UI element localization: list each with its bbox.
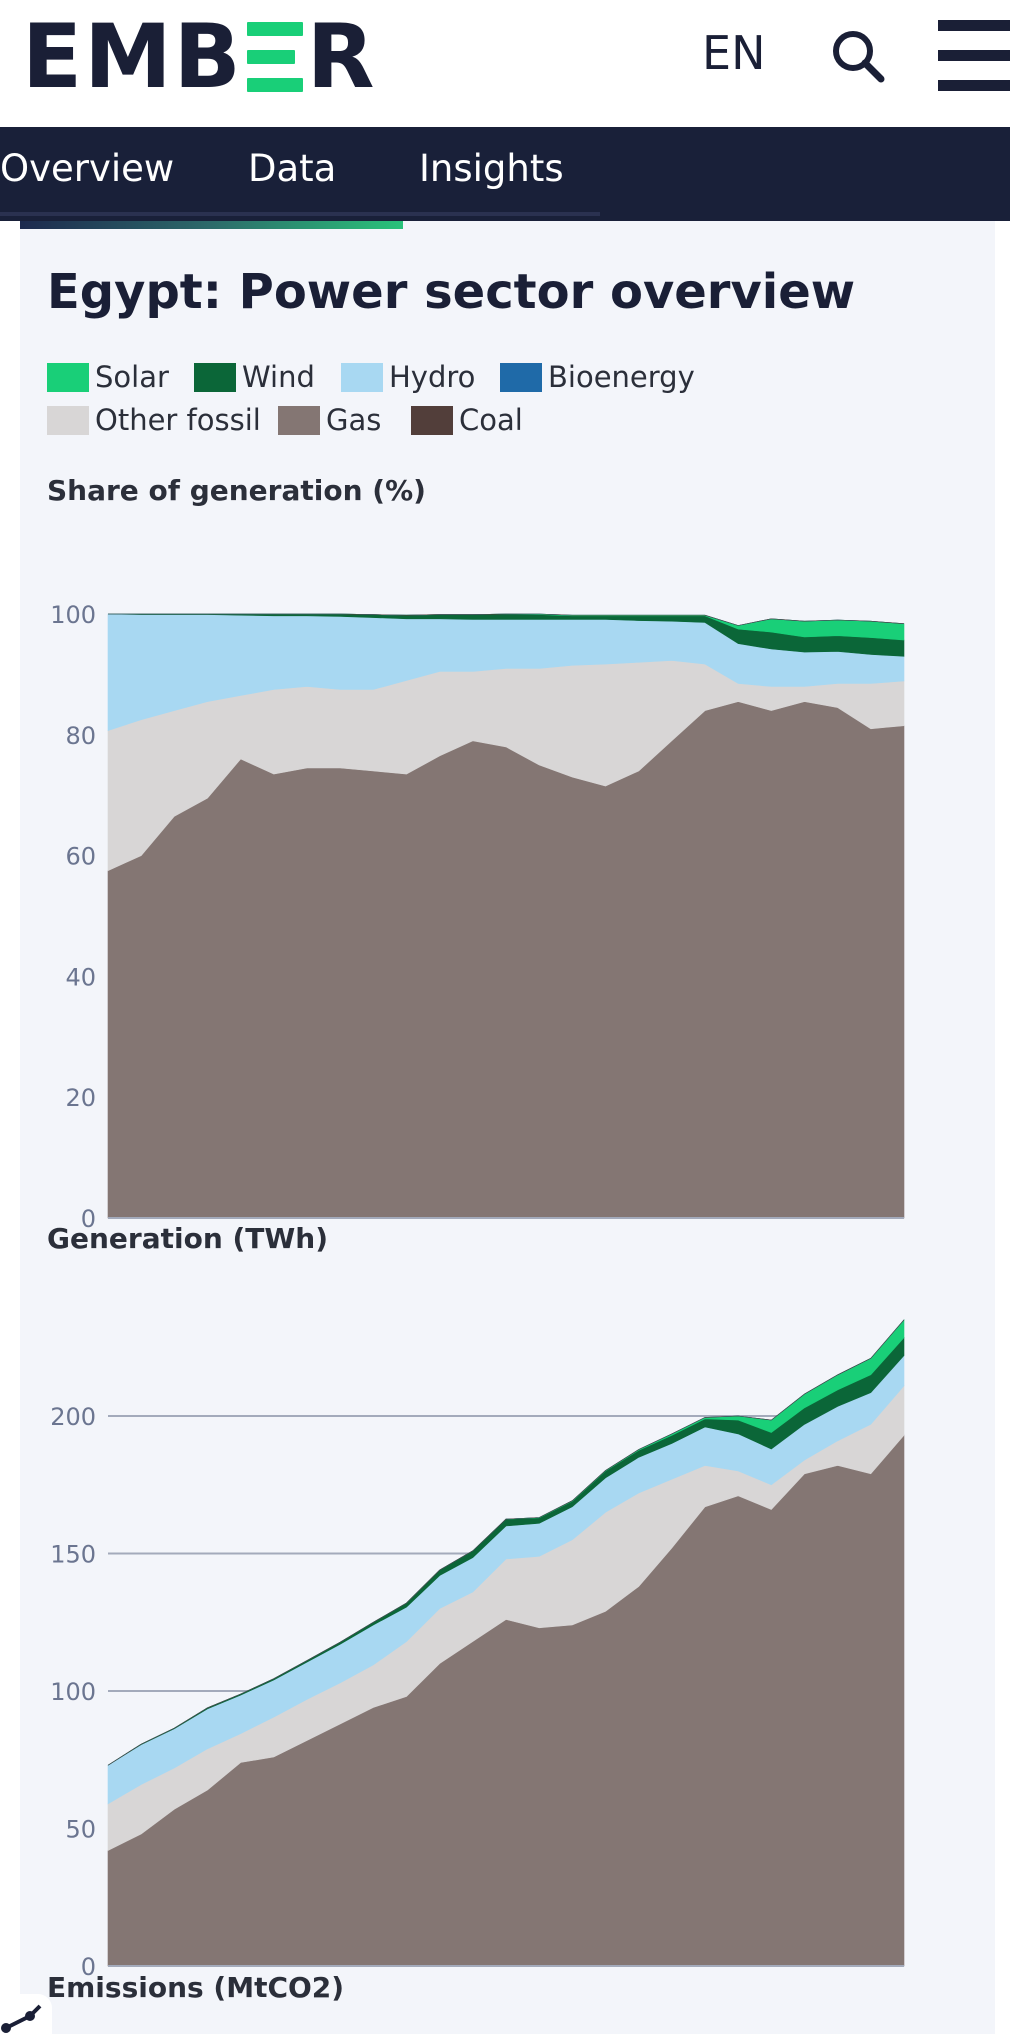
legend-label: Bioenergy <box>548 360 695 394</box>
legend-swatch <box>47 405 89 435</box>
legend-swatch <box>47 362 89 392</box>
logo-text-emb: EMB <box>22 5 243 108</box>
generation-chart: 0 50 100 150 200 <box>50 1318 905 1980</box>
y-tick-label: 50 <box>65 1816 96 1844</box>
y-tick-label: 20 <box>65 1084 96 1112</box>
legend-label: Solar <box>95 360 169 394</box>
legend-item-gas[interactable]: Gas <box>278 403 381 437</box>
section-nav: Overview Data Insights <box>0 127 1010 221</box>
area-series-gas[interactable] <box>107 701 905 1219</box>
legend-label: Wind <box>242 360 315 394</box>
legend-swatch <box>411 405 453 435</box>
share-chart-label: Share of generation (%) <box>47 474 426 507</box>
scroll-progress-bar <box>20 221 403 229</box>
tab-insights[interactable]: Insights <box>419 147 564 190</box>
legend-swatch <box>278 405 320 435</box>
logo-e-bars <box>246 20 303 94</box>
tab-data[interactable]: Data <box>248 147 337 190</box>
search-icon[interactable] <box>830 28 886 84</box>
legend-item-coal[interactable]: Coal <box>411 403 523 437</box>
legend-swatch <box>500 362 542 392</box>
share-widget[interactable] <box>0 1994 52 2034</box>
emissions-chart-label: Emissions (MtCO2) <box>47 1971 345 2004</box>
legend-item-wind[interactable]: Wind <box>194 360 315 394</box>
site-header: EMB R EN <box>0 0 1010 127</box>
share-of-generation-chart: 0 20 40 60 80 100 <box>50 601 905 1230</box>
y-tick-label: 200 <box>50 1403 96 1431</box>
legend-item-other-fossil[interactable]: Other fossil <box>47 403 261 437</box>
language-selector[interactable]: EN <box>702 26 766 80</box>
logo-text-r: R <box>306 5 377 108</box>
generation-chart-label: Generation (TWh) <box>47 1222 329 1255</box>
y-tick-label: 80 <box>65 722 96 750</box>
y-tick-label: 0 <box>81 1205 96 1230</box>
menu-icon[interactable] <box>938 20 1010 92</box>
y-tick-label: 40 <box>65 963 96 991</box>
y-tick-label: 100 <box>50 1678 96 1706</box>
legend-label: Gas <box>326 403 382 437</box>
y-tick-label: 150 <box>50 1541 96 1569</box>
ember-logo[interactable]: EMB R <box>22 5 377 108</box>
legend-item-bioenergy[interactable]: Bioenergy <box>500 360 695 394</box>
legend-label: Other fossil <box>95 403 261 437</box>
legend-item-solar[interactable]: Solar <box>47 360 169 394</box>
nav-divider <box>0 212 600 216</box>
legend-swatch <box>194 362 236 392</box>
legend-swatch <box>341 362 383 392</box>
tab-overview[interactable]: Overview <box>0 147 175 190</box>
y-tick-label: 0 <box>81 1953 96 1980</box>
page-title: Egypt: Power sector overview <box>47 264 856 320</box>
legend-label: Coal <box>459 403 523 437</box>
area-series-coal[interactable] <box>107 1319 905 1766</box>
legend-label: Hydro <box>389 360 476 394</box>
y-tick-label: 60 <box>65 843 96 871</box>
y-tick-label: 100 <box>50 601 96 629</box>
share-icon <box>1 2004 42 2033</box>
legend-item-hydro[interactable]: Hydro <box>341 360 475 394</box>
